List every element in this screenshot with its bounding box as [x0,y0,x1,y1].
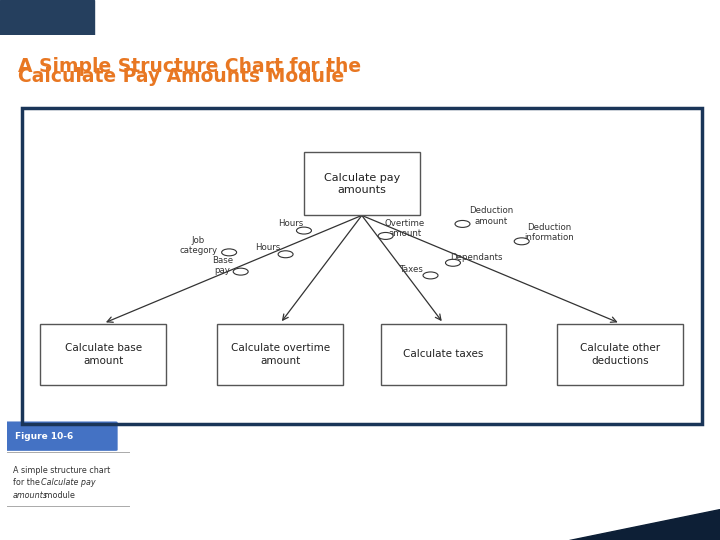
Circle shape [423,272,438,279]
Bar [380,323,506,385]
Circle shape [378,232,393,239]
Bar [217,323,343,385]
Text: Calculate overtime
amount: Calculate overtime amount [230,343,330,366]
Text: Calculate Pay Amounts Module: Calculate Pay Amounts Module [18,68,344,86]
Circle shape [514,238,529,245]
Circle shape [297,227,312,234]
Text: Hours: Hours [256,244,281,252]
Polygon shape [569,509,720,540]
FancyBboxPatch shape [5,421,117,451]
Text: Base
pay: Base pay [212,255,233,275]
Text: Deduction
amount: Deduction amount [469,206,513,226]
Bar [557,323,683,385]
Text: A simple structure chart: A simple structure chart [13,465,110,475]
Text: Calculate pay: Calculate pay [41,478,96,488]
Circle shape [222,249,237,256]
Text: Hours: Hours [278,219,303,228]
Bar [40,323,166,385]
Text: INFORMATION SYSTEMS @ X: INFORMATION SYSTEMS @ X [543,12,709,23]
Text: Calculate other
deductions: Calculate other deductions [580,343,660,366]
Bar [0,0,94,35]
Bar [304,152,420,215]
Text: Calculate taxes: Calculate taxes [403,349,484,360]
Text: Job
category: Job category [179,236,217,255]
Text: Calculate base
amount: Calculate base amount [65,343,142,366]
Text: Dependants: Dependants [450,253,503,262]
Circle shape [233,268,248,275]
Text: Taxes: Taxes [400,265,424,274]
Circle shape [455,220,470,227]
Text: INFO425: Systems Design: INFO425: Systems Design [13,518,206,531]
Text: A Simple Structure Chart for the: A Simple Structure Chart for the [18,57,361,76]
Circle shape [446,259,461,266]
Text: module: module [42,491,75,501]
Text: Figure 10-6: Figure 10-6 [14,431,73,441]
Text: Deduction
information: Deduction information [524,223,574,242]
Text: for the: for the [13,478,42,488]
Circle shape [278,251,293,258]
Text: amounts: amounts [13,491,48,501]
Text: Calculate pay
amounts: Calculate pay amounts [324,173,400,195]
Text: Overtime
amount: Overtime amount [384,219,425,238]
